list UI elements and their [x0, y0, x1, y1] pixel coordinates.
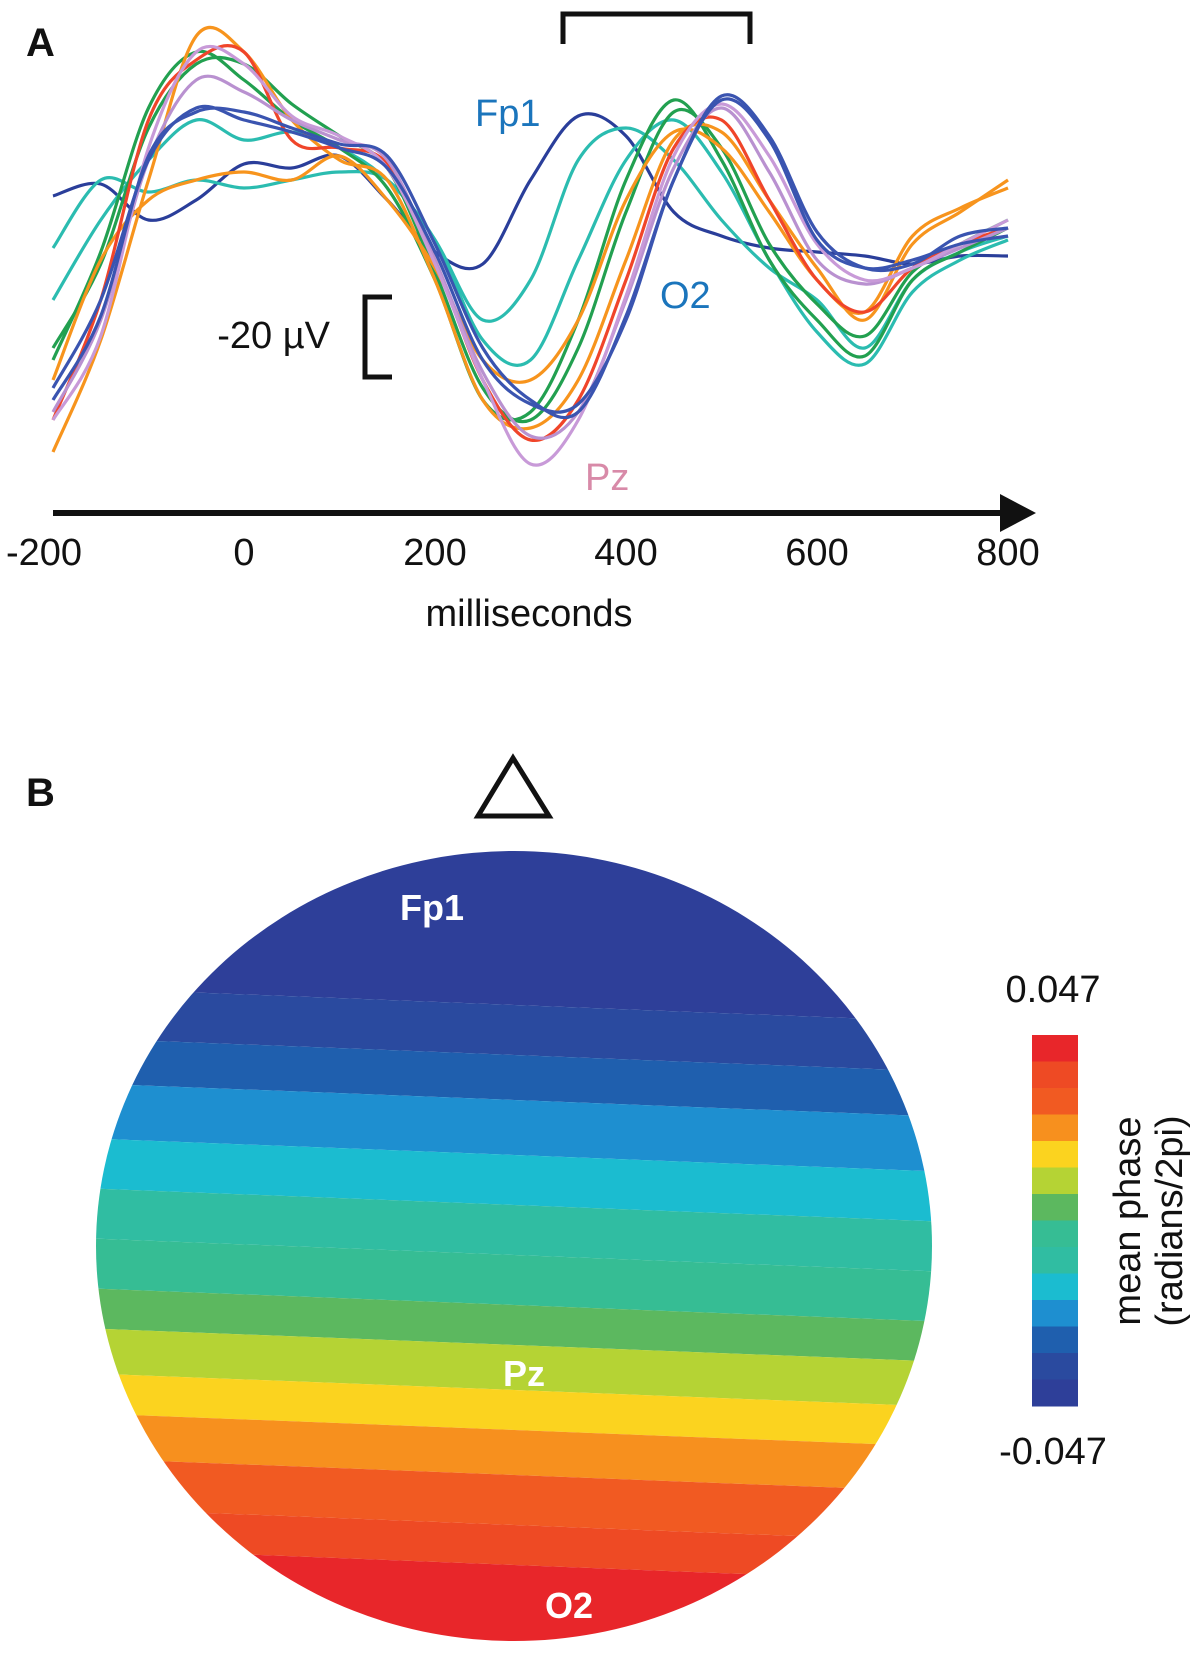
colorbar-segment: [1032, 1247, 1078, 1274]
eeg-trace: [51, 118, 1009, 367]
colorbar-segment: [1032, 1061, 1078, 1089]
topo-band: [96, 1138, 932, 1222]
electrode-label-pz: Pz: [503, 1353, 545, 1394]
eeg-trace: [51, 74, 1009, 440]
eeg-trace-o2: [51, 93, 1009, 420]
colorbar-segment: [1032, 1114, 1078, 1142]
colorbar-segment: [1032, 1220, 1078, 1248]
colorbar-segment: [1032, 1035, 1078, 1062]
eeg-trace: [51, 55, 1009, 424]
topo-band: [96, 1188, 932, 1272]
topo-band: [96, 1328, 932, 1407]
annotation-fp1: Fp1: [475, 93, 540, 135]
eeg-trace-pz: [51, 44, 1009, 467]
colorbar-segment: [1032, 1167, 1078, 1195]
topo-band: [96, 1458, 932, 1542]
colorbar-title-line2: (radians/2pi): [1149, 1115, 1191, 1326]
colorbar-segment: [1032, 1141, 1078, 1168]
topo-band: [96, 1413, 932, 1492]
x-tick-label: 600: [785, 532, 848, 574]
scale-bar: [362, 294, 392, 380]
x-axis-label: milliseconds: [426, 593, 633, 635]
x-tick-label: 800: [976, 532, 1039, 574]
eeg-trace-fp1: [52, 112, 1009, 271]
x-tick-label: 200: [403, 532, 466, 574]
nose-triangle-marker: [473, 753, 554, 819]
x-axis-arrowhead: [1000, 494, 1036, 532]
x-tick-label: 400: [594, 532, 657, 574]
eeg-trace: [51, 97, 1009, 414]
topo-band: [96, 1548, 932, 1641]
electrode-label-fp1: Fp1: [400, 887, 464, 928]
x-tick-label: -200: [6, 532, 82, 574]
eeg-trace: [51, 25, 1009, 453]
topo-band: [96, 988, 932, 1072]
eeg-traces: [51, 25, 1009, 467]
annotation-o2: O2: [660, 275, 711, 317]
topo-band: [96, 1508, 932, 1582]
topo-band: [96, 1238, 932, 1322]
colorbar-segment: [1032, 1300, 1078, 1327]
colorbar: [1032, 1035, 1078, 1407]
topo-band: [96, 851, 932, 1022]
time-window-bracket: [560, 11, 753, 44]
colorbar-title-line1: mean phase: [1107, 1116, 1149, 1325]
topo-band: [96, 1038, 932, 1117]
colorbar-segment: [1032, 1088, 1078, 1115]
topo-band: [96, 1373, 932, 1447]
colorbar-segment: [1032, 1353, 1078, 1380]
eeg-trace: [51, 44, 1009, 442]
x-tick-label: 0: [233, 532, 254, 574]
colorbar-max-label: 0.047: [1005, 969, 1100, 1011]
topographic-map: [96, 851, 932, 1641]
colorbar-segment: [1032, 1194, 1078, 1221]
scale-bar-label: -20 µV: [217, 315, 330, 357]
colorbar-segment: [1032, 1379, 1078, 1407]
topo-band: [96, 1083, 932, 1172]
colorbar-segment: [1032, 1273, 1078, 1301]
topo-band: [96, 1288, 932, 1362]
panel-label-b: B: [26, 771, 55, 815]
colorbar-min-label: -0.047: [999, 1431, 1107, 1473]
panel-label-a: A: [26, 21, 55, 65]
electrode-label-o2: O2: [545, 1585, 593, 1626]
eeg-trace: [51, 126, 1009, 350]
colorbar-segment: [1032, 1326, 1078, 1354]
annotation-pz: Pz: [585, 457, 629, 499]
